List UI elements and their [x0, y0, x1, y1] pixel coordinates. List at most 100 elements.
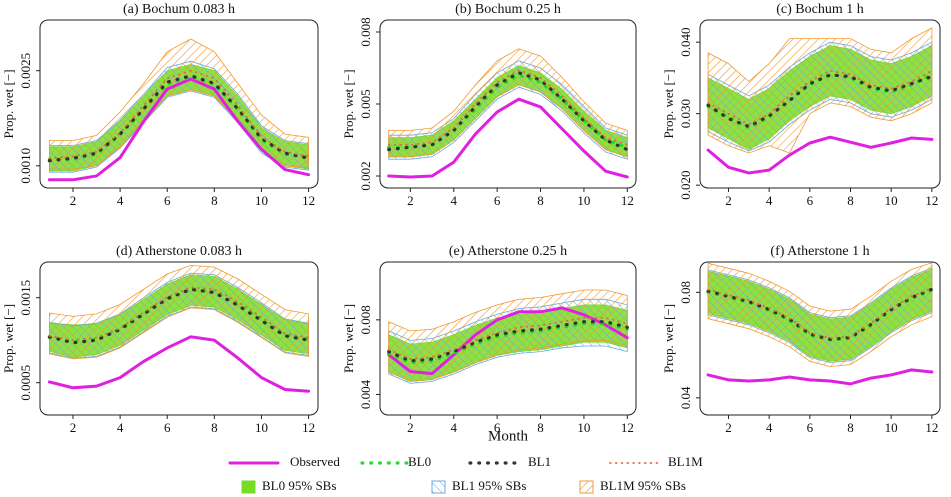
series-line: [47, 74, 311, 163]
plot-area: [47, 38, 311, 182]
band: [49, 264, 309, 360]
series-line: [387, 97, 629, 179]
plot-frame: [39, 261, 319, 416]
y-tick-label: 0.002: [358, 161, 373, 190]
y-tick-label: 0.040: [678, 28, 693, 57]
x-tick-label: 6: [807, 420, 814, 435]
x-tick-label: 4: [766, 420, 773, 435]
band: [49, 38, 309, 170]
band: [388, 289, 628, 382]
x-tick-label: 10: [885, 420, 898, 435]
x-tick-label: 10: [255, 193, 268, 208]
x-tick-label: 12: [621, 420, 634, 435]
panel-title: (d) Atherstone 0.083 h: [116, 244, 242, 259]
y-tick-label: 0.04: [678, 386, 693, 409]
x-tick-label: 6: [494, 193, 501, 208]
x-tick-label: 8: [847, 420, 854, 435]
legend-label: BL1 95% SBs: [452, 478, 526, 493]
x-tick-label: 10: [255, 420, 268, 435]
x-tick-label: 10: [577, 193, 590, 208]
panel-title: (b) Bochum 0.25 h: [455, 2, 561, 17]
x-tick-label: 12: [302, 193, 315, 208]
legend-label: BL0: [408, 454, 431, 469]
series-line: [48, 286, 310, 342]
y-axis-label: Prop. wet [−]: [341, 69, 356, 138]
legend: Observed BL0 BL1 BL1M BL0 95% SBs BL1 95% SBs…: [228, 454, 703, 494]
panel: (a) Bochum 0.083 h 2 4 6 8 10 12 0.0010 0.0025Pr…: [1, 2, 319, 208]
y-axis-label: Prop. wet [−]: [341, 304, 356, 373]
series-line: [47, 77, 311, 182]
panel-title: (f) Atherstone 1 h: [770, 244, 869, 259]
y-tick-label: 0.0010: [18, 148, 33, 184]
x-tick-label: 4: [451, 193, 458, 208]
x-tick-label: 2: [407, 420, 414, 435]
series-line: [707, 69, 933, 126]
x-tick-label: 2: [725, 193, 732, 208]
x-tick-label: 4: [117, 193, 124, 208]
y-tick-label: 0.004: [358, 379, 373, 409]
legend-swatch: [579, 480, 594, 494]
series-line: [387, 317, 629, 360]
band: [707, 27, 933, 154]
plot-frame: [379, 261, 637, 416]
panel: (f) Atherstone 1 h 2 4 6 8 10 12 0.04 0.08Prop. …: [661, 244, 941, 435]
series-line: [47, 287, 311, 345]
legend-label: BL0 95% SBs: [262, 478, 336, 493]
legend-label: BL1M: [668, 454, 703, 469]
y-tick-label: 0.008: [358, 17, 373, 46]
plot-area: [387, 289, 629, 384]
panel: (d) Atherstone 0.083 h 2 4 6 8 10 12 0.0005 0.00…: [1, 244, 319, 435]
x-tick-label: 8: [847, 193, 854, 208]
y-axis-label: Prop. wet [−]: [1, 69, 16, 138]
x-tick-label: 12: [925, 420, 938, 435]
series-line: [706, 73, 934, 129]
series-line: [387, 73, 629, 149]
x-tick-label: 4: [117, 420, 124, 435]
x-tick-label: 8: [537, 193, 544, 208]
x-tick-label: 4: [451, 420, 458, 435]
y-tick-label: 0.020: [678, 171, 693, 200]
x-tick-label: 12: [302, 420, 315, 435]
x-tick-label: 6: [807, 193, 814, 208]
panel-title: (c) Bochum 1 h: [776, 2, 863, 17]
legend-label: BL1: [528, 454, 551, 469]
y-tick-label: 0.0015: [18, 280, 33, 316]
band: [707, 262, 933, 367]
x-tick-label: 2: [725, 420, 732, 435]
panel: (c) Bochum 1 h 2 4 6 8 10 12 0.020 0.030 0.040Pro…: [661, 2, 941, 208]
panel-title: (a) Bochum 0.083 h: [123, 2, 235, 17]
plot-area: [47, 264, 311, 393]
y-tick-label: 0.008: [358, 305, 373, 334]
panel: (b) Bochum 0.25 h 2 4 6 8 10 12 0.002 0.005 0.008…: [341, 2, 637, 208]
band: [388, 48, 628, 158]
y-tick-label: 0.005: [358, 89, 373, 118]
y-axis-label: Prop. wet [−]: [661, 304, 676, 373]
x-tick-label: 10: [577, 420, 590, 435]
x-tick-label: 2: [70, 193, 77, 208]
series-line: [47, 335, 311, 393]
series-line: [706, 135, 934, 175]
x-axis-label: Month: [488, 428, 529, 444]
x-tick-label: 2: [407, 193, 414, 208]
y-tick-label: 0.0005: [18, 365, 33, 401]
plot-frame: [699, 261, 941, 416]
series-line: [48, 69, 310, 160]
y-tick-label: 0.030: [678, 99, 693, 128]
series-line: [387, 306, 629, 376]
x-tick-label: 12: [925, 193, 938, 208]
plot-area: [706, 27, 934, 175]
plot-area: [387, 48, 629, 179]
panel: (e) Atherstone 0.25 h 2 4 6 8 10 12 0.004 0.008P…: [341, 244, 637, 435]
x-tick-label: 8: [537, 420, 544, 435]
x-tick-label: 8: [211, 420, 218, 435]
y-axis-label: Prop. wet [−]: [661, 69, 676, 138]
panel-title: (e) Atherstone 0.25 h: [449, 244, 567, 259]
y-axis-label: Prop. wet [−]: [1, 304, 16, 373]
x-tick-label: 2: [70, 420, 77, 435]
x-tick-label: 6: [164, 193, 171, 208]
series-line: [706, 287, 934, 341]
legend-swatch: [431, 480, 446, 494]
x-tick-label: 12: [621, 193, 634, 208]
y-tick-label: 0.08: [678, 281, 693, 304]
